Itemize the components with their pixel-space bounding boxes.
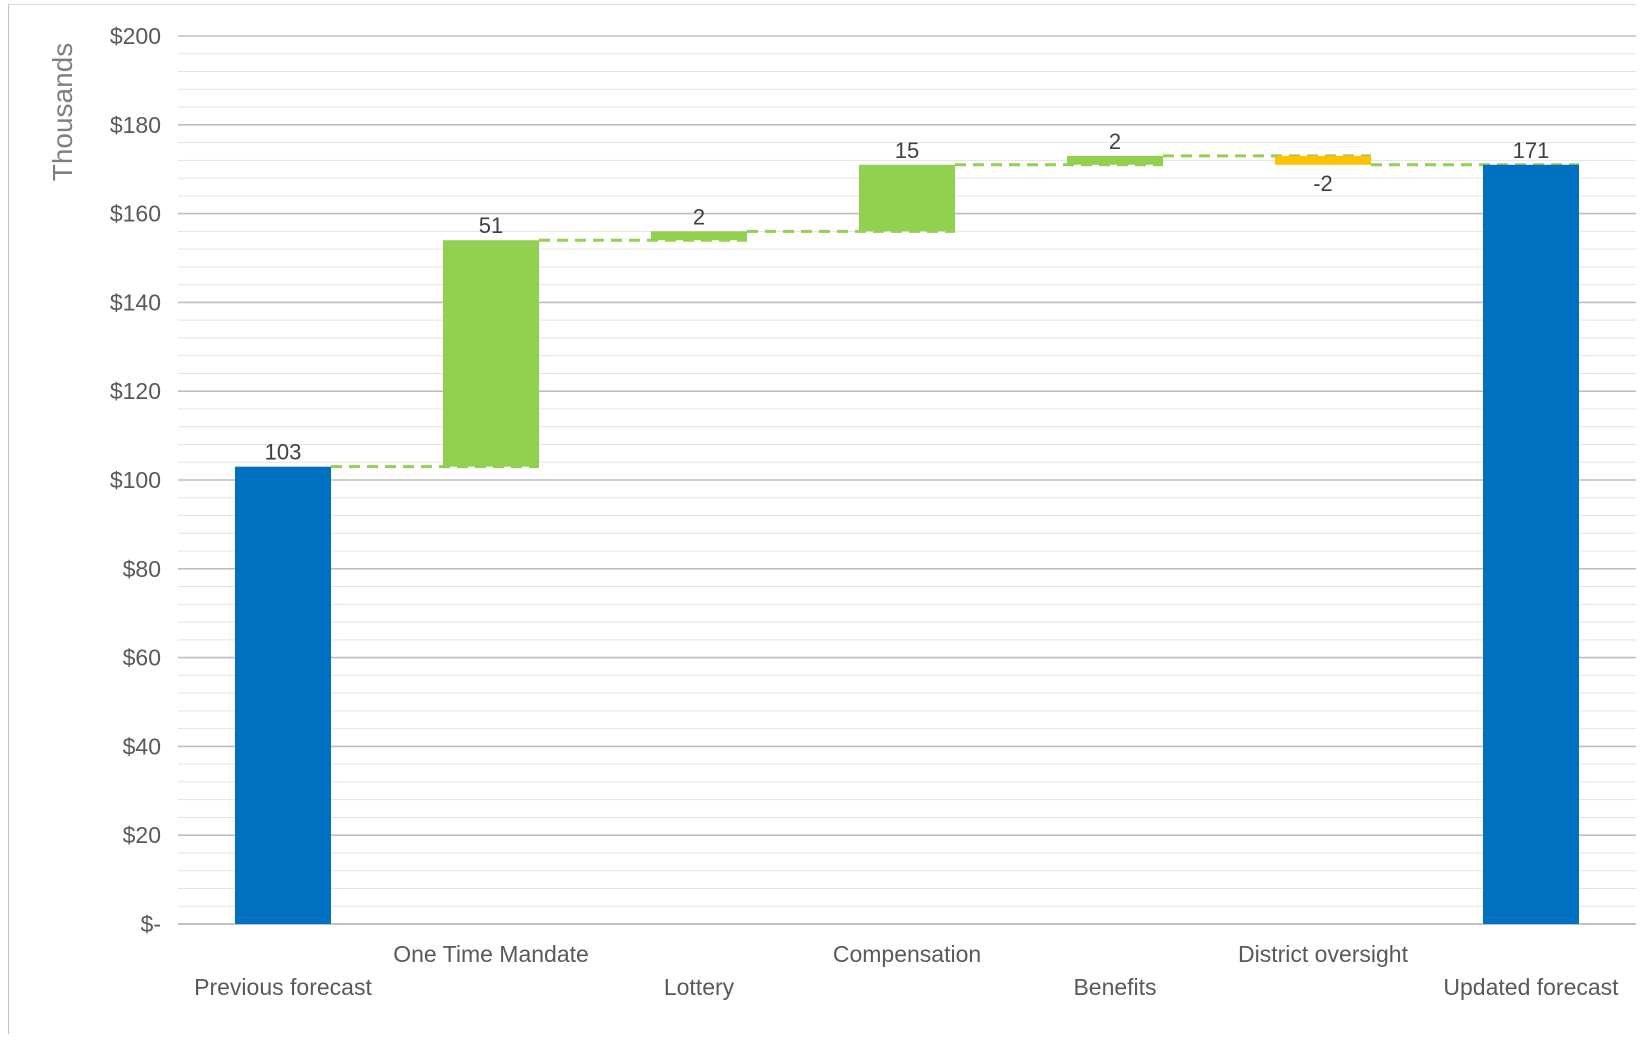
category-label: Updated forecast [1443, 974, 1619, 1000]
data-labels: 103 51 2 15 2 -2 171 [265, 129, 1550, 465]
y-tick-label: $60 [123, 645, 161, 671]
bar-updated-forecast [1483, 164, 1579, 924]
y-axis-title: Thousands [47, 43, 78, 182]
y-tick-label: $40 [123, 733, 161, 759]
y-tick-label: $200 [110, 23, 161, 49]
data-label: 171 [1513, 138, 1550, 163]
data-label: 51 [479, 213, 503, 238]
y-axis-tick-labels: $- $20 $40 $60 $80 $100 $120 $140 $160 $180 $200 [110, 23, 161, 937]
chart-frame [8, 4, 1636, 1034]
data-label: 103 [265, 440, 302, 465]
y-tick-label: $140 [110, 289, 161, 315]
y-tick-label: $160 [110, 201, 161, 227]
y-tick-label: $100 [110, 467, 161, 493]
y-tick-label: $120 [110, 378, 161, 404]
category-label: Benefits [1073, 974, 1156, 1000]
category-label: District oversight [1238, 941, 1409, 967]
y-tick-label: $180 [110, 112, 161, 138]
bar-previous-forecast [235, 466, 331, 924]
y-tick-label: $- [141, 911, 161, 937]
bar-district-oversight [1275, 155, 1371, 165]
category-labels: Previous forecast One Time Mandate Lottery… [194, 941, 1619, 1000]
category-label: Lottery [664, 974, 735, 1000]
bar-compensation [859, 164, 955, 232]
category-label: One Time Mandate [393, 941, 589, 967]
data-label: 2 [1109, 129, 1121, 154]
bar-lottery [651, 231, 747, 241]
bar-benefits [1067, 155, 1163, 165]
data-label: -2 [1313, 171, 1333, 196]
bar-one-time-mandate [443, 240, 539, 467]
data-label: 15 [895, 138, 919, 163]
category-label: Previous forecast [194, 974, 372, 1000]
y-tick-label: $20 [123, 822, 161, 848]
data-label: 2 [693, 204, 705, 229]
gridlines [178, 35, 1636, 925]
category-label: Compensation [833, 941, 981, 967]
bars [235, 155, 1579, 924]
y-tick-label: $80 [123, 556, 161, 582]
